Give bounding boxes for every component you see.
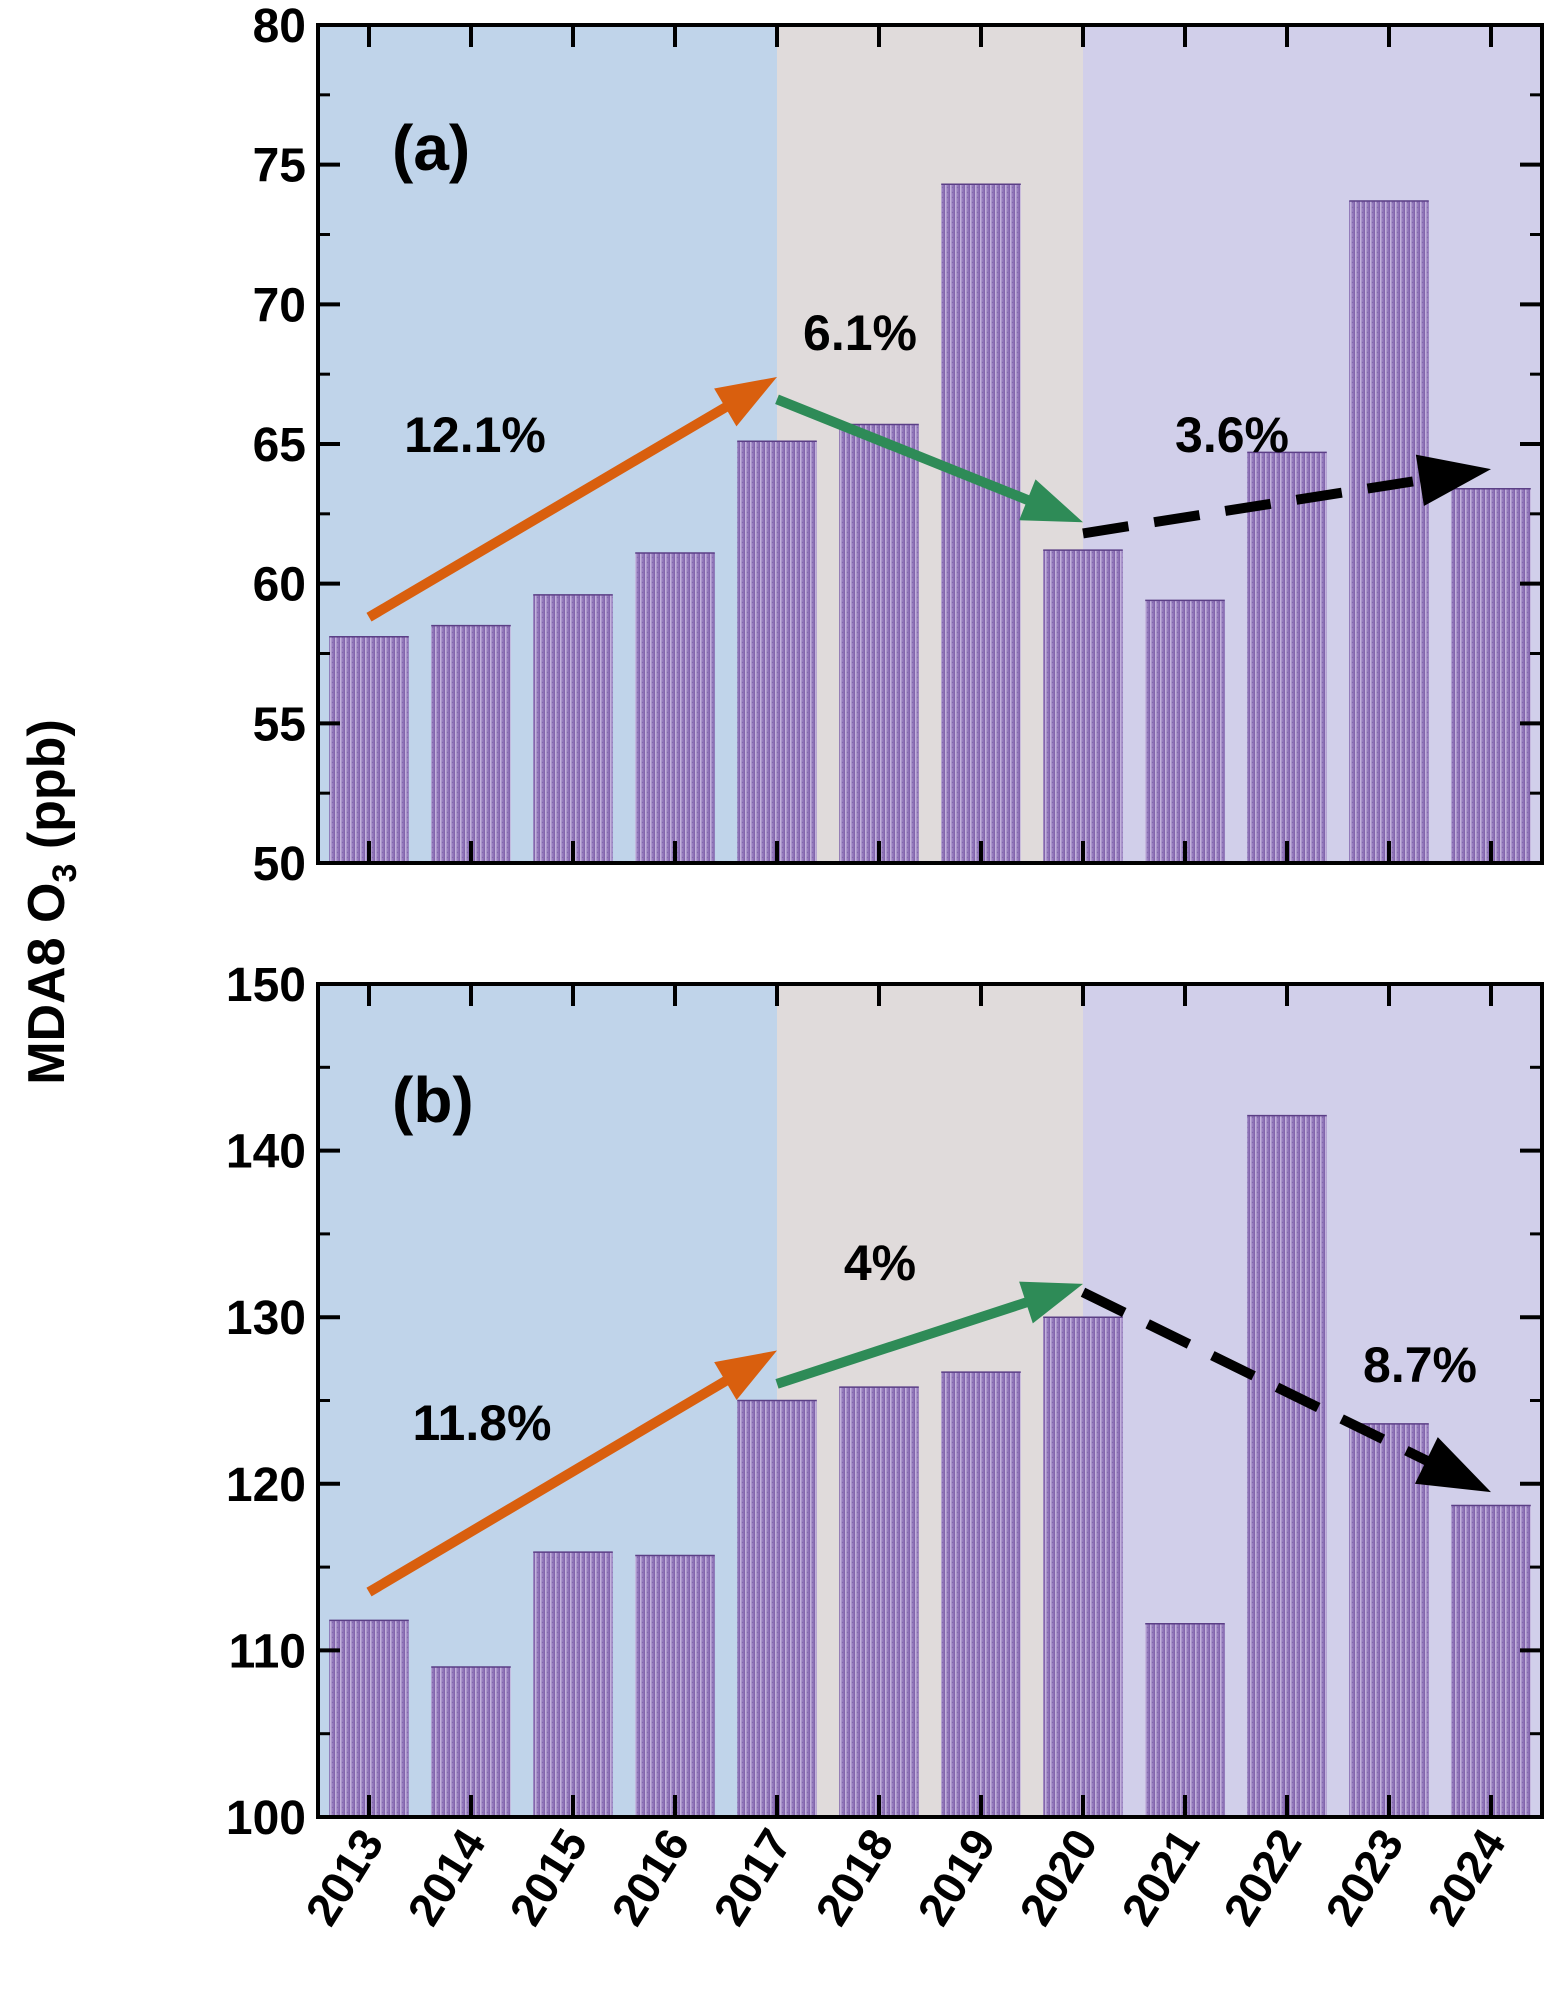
y-tick-label: 75 — [253, 140, 306, 193]
y-tick-label: 70 — [253, 279, 306, 332]
y-tick-label: 60 — [253, 559, 306, 612]
panel-a: 12.1% 6.1% 3.6% (a) 50 55 60 65 70 75 80 — [253, 0, 1544, 891]
trend-percent-label: 11.8% — [412, 1395, 551, 1451]
x-tick-label: 2015 — [499, 1820, 597, 1934]
bar — [1043, 550, 1123, 863]
bar — [1247, 452, 1327, 863]
y-tick-label: 130 — [226, 1292, 306, 1345]
trend-arrow-line — [775, 394, 1033, 506]
bar — [1145, 1623, 1225, 1817]
trend-arrow-head — [1019, 479, 1083, 523]
bar — [635, 1555, 715, 1817]
y-tick-label: 150 — [226, 959, 306, 1012]
y-tick-label: 65 — [253, 419, 306, 472]
bar — [431, 1667, 511, 1817]
panel-b: 11.8% 4% 8.7% (b) 100 110 120 130 140 150 — [226, 959, 1544, 1845]
panel-label: (a) — [392, 112, 470, 184]
y-axis-title-subscript: 3 — [46, 864, 84, 883]
x-tick-label: 2024 — [1417, 1819, 1516, 1934]
y-tick-label: 55 — [253, 698, 306, 751]
x-tick-label: 2017 — [703, 1820, 801, 1934]
bar — [839, 1387, 919, 1817]
trend-arrow-line — [1080, 1287, 1433, 1467]
bar — [1349, 200, 1429, 864]
trend-percent-label: 3.6% — [1175, 407, 1289, 463]
bar — [533, 1552, 613, 1817]
trend-percent-label: 8.7% — [1363, 1337, 1477, 1393]
trend-arrow-head — [714, 1350, 777, 1401]
bar — [1349, 1423, 1429, 1817]
bar — [737, 1400, 817, 1817]
y-tick-label: 100 — [226, 1792, 306, 1845]
trend-arrow-head — [714, 376, 777, 427]
trend-arrow-line — [1082, 474, 1425, 539]
trend-arrow-head — [1415, 454, 1491, 507]
bar — [941, 1372, 1021, 1817]
x-tick-label: 2022 — [1213, 1820, 1311, 1934]
bar — [1043, 1317, 1123, 1817]
y-axis-title: MDA8 O3 (ppb) — [18, 719, 84, 1085]
trend-percent-label: 6.1% — [803, 305, 917, 361]
bar — [1451, 1505, 1531, 1817]
x-tick-label: 2020 — [1009, 1820, 1107, 1934]
period-shading — [777, 25, 1083, 863]
trend-arrow-line — [366, 401, 732, 622]
bar — [635, 552, 715, 863]
bar — [941, 184, 1021, 864]
trend-arrow-head — [1414, 1437, 1491, 1493]
y-tick-label: 120 — [226, 1459, 306, 1512]
bar — [329, 1620, 409, 1817]
x-tick-label: 2021 — [1111, 1820, 1209, 1934]
trend-percent-label: 4% — [844, 1235, 916, 1291]
x-tick-label: 2016 — [601, 1820, 699, 1934]
bar — [1247, 1115, 1327, 1817]
y-tick-label: 80 — [253, 0, 306, 53]
y-axis-title-suffix: (ppb) — [18, 719, 76, 863]
bar — [1451, 488, 1531, 863]
bar — [533, 594, 613, 863]
y-tick-label: 110 — [229, 1625, 306, 1678]
bar — [431, 625, 511, 863]
x-tick-label: 2019 — [907, 1820, 1005, 1934]
x-tick-label: 2014 — [397, 1819, 496, 1934]
x-tick-label: 2023 — [1315, 1820, 1413, 1934]
y-axis-title-prefix: MDA8 O — [18, 883, 76, 1085]
y-tick-label: 140 — [226, 1126, 306, 1179]
bar — [329, 636, 409, 863]
trend-arrow-line — [775, 1296, 1032, 1389]
period-shading — [777, 984, 1083, 1817]
trend-percent-label: 12.1% — [404, 407, 546, 463]
trend-arrow-line — [366, 1374, 732, 1597]
x-tick-label: 2013 — [295, 1820, 393, 1934]
x-tick-label: 2018 — [805, 1820, 903, 1934]
bar — [737, 441, 817, 863]
x-tick-labels: 2013 2014 2015 2016 2017 2018 2019 2020 2021 2022… — [295, 1819, 1516, 1934]
panel-label: (b) — [392, 1064, 474, 1136]
trend-arrow-head — [1019, 1281, 1083, 1324]
bar — [1145, 600, 1225, 863]
bar — [839, 424, 919, 863]
y-tick-label: 50 — [253, 838, 306, 891]
